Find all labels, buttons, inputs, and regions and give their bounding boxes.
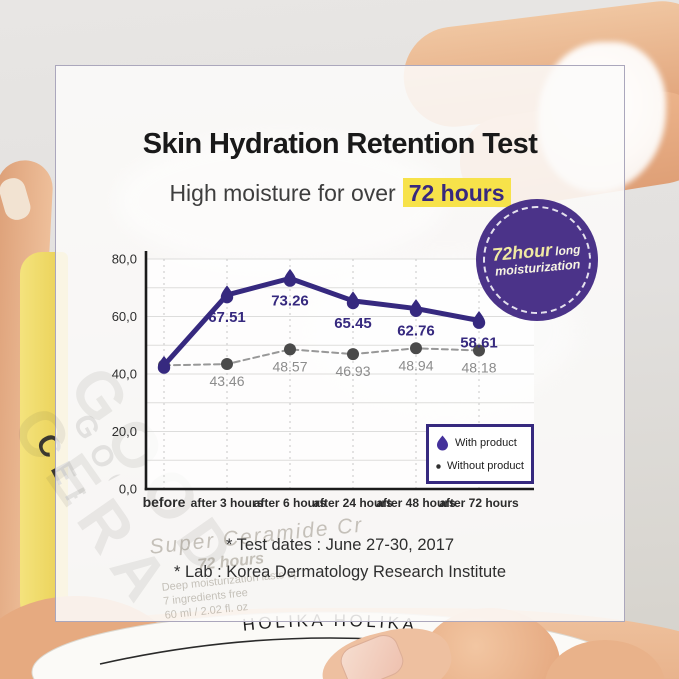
data-point-dot-marker [473,344,485,357]
value-label: 62.76 [397,323,435,340]
drop-icon [437,435,448,451]
footnotes: * Test dates : June 27-30, 2017 * Lab : … [56,532,624,586]
x-tick-label: after 48 hours [376,496,456,510]
subtitle-highlight: 72 hours [402,178,511,207]
page-subtitle: High moisture for over 72 hours [56,178,624,207]
data-point-drop-marker [346,291,360,310]
subtitle-prefix: High moisture for over [169,180,396,206]
series-line-without-product [163,347,480,367]
footnote-test-dates: * Test dates : June 27-30, 2017 [225,536,455,554]
page-title: Skin Hydration Retention Test [142,128,538,160]
data-point-dot-marker [410,342,422,355]
data-point-dot-marker [221,358,233,371]
legend-item-with-product: With product [436,435,524,451]
footnote-lab: * Lab : Korea Dermatology Research Insti… [173,563,506,581]
value-label: 43.46 [209,373,244,389]
data-point-drop-marker [409,299,423,317]
content-card: GOOD CERA Super Ceramide Cr 72 hours Dee… [0,65,625,623]
x-tick-label: after 72 hours [439,496,519,510]
x-tick-label: before [143,494,186,510]
legend-item-without-product: Without product [436,460,524,473]
y-tick-label: 0,0 [119,482,137,497]
value-label: 65.45 [334,315,372,332]
y-tick-label: 60,0 [112,309,137,324]
chart-legend: With product Without product [426,424,534,484]
x-tick-label: after 6 hours [254,496,327,510]
badge-long-text: long [554,242,582,259]
value-label: 46.93 [335,363,370,379]
y-tick-label: 80,0 [112,252,137,267]
data-point-drop-marker [283,268,297,287]
x-tick-label: after 3 hours [191,496,264,510]
moisturization-badge-inner: 72hour long moisturization [478,201,596,319]
y-tick-label: 40,0 [112,367,137,382]
moisturization-badge: 72hour long moisturization [476,199,598,321]
value-label: 73.26 [271,292,309,309]
value-label: 48.57 [272,358,307,374]
data-point-dot-marker [347,348,359,361]
cream-swirl-decor [116,136,446,266]
value-label: 67.51 [208,309,246,326]
legend-label: Without product [446,460,524,473]
legend-label: With product [455,437,517,450]
value-label: 48.94 [398,357,433,373]
data-point-drop-marker [220,285,234,304]
data-point-dot-marker [284,343,296,356]
value-label: 48.18 [461,359,496,375]
value-label: 58.61 [460,334,498,351]
x-tick-label: after 24 hours [313,496,393,510]
y-tick-label: 20,0 [112,424,137,439]
data-point-drop-marker [157,355,171,374]
data-point-drop-marker [472,310,486,329]
series-line-with-product [161,275,482,368]
dot-icon [436,464,441,469]
